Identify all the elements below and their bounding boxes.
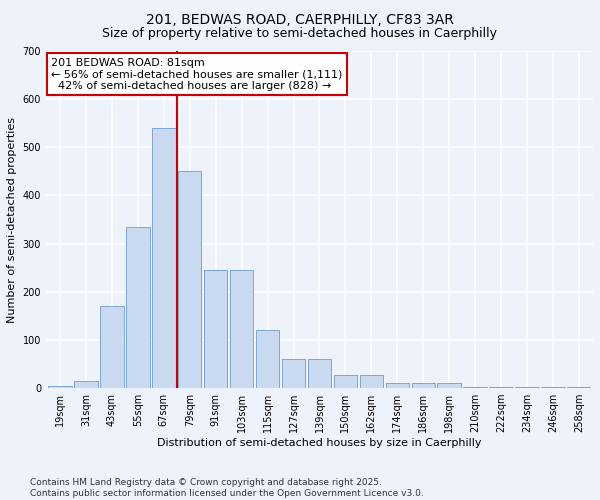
Bar bbox=[178, 172, 202, 388]
Bar bbox=[359, 374, 383, 388]
Bar bbox=[463, 387, 487, 388]
Bar bbox=[282, 359, 305, 388]
Bar bbox=[490, 387, 512, 388]
Bar bbox=[412, 384, 435, 388]
Bar bbox=[100, 306, 124, 388]
Bar bbox=[515, 387, 539, 388]
Text: 201 BEDWAS ROAD: 81sqm
← 56% of semi-detached houses are smaller (1,111)
  42% o: 201 BEDWAS ROAD: 81sqm ← 56% of semi-det… bbox=[52, 58, 343, 91]
Bar bbox=[256, 330, 279, 388]
Bar bbox=[230, 270, 253, 388]
Y-axis label: Number of semi-detached properties: Number of semi-detached properties bbox=[7, 116, 17, 322]
Bar bbox=[308, 359, 331, 388]
Bar bbox=[49, 386, 72, 388]
X-axis label: Distribution of semi-detached houses by size in Caerphilly: Distribution of semi-detached houses by … bbox=[157, 438, 482, 448]
Text: 201, BEDWAS ROAD, CAERPHILLY, CF83 3AR: 201, BEDWAS ROAD, CAERPHILLY, CF83 3AR bbox=[146, 12, 454, 26]
Bar bbox=[204, 270, 227, 388]
Bar bbox=[386, 384, 409, 388]
Bar bbox=[567, 387, 590, 388]
Bar bbox=[541, 387, 565, 388]
Text: Size of property relative to semi-detached houses in Caerphilly: Size of property relative to semi-detach… bbox=[103, 28, 497, 40]
Text: Contains HM Land Registry data © Crown copyright and database right 2025.
Contai: Contains HM Land Registry data © Crown c… bbox=[30, 478, 424, 498]
Bar bbox=[334, 374, 357, 388]
Bar bbox=[126, 227, 149, 388]
Bar bbox=[152, 128, 176, 388]
Bar bbox=[74, 381, 98, 388]
Bar bbox=[437, 384, 461, 388]
